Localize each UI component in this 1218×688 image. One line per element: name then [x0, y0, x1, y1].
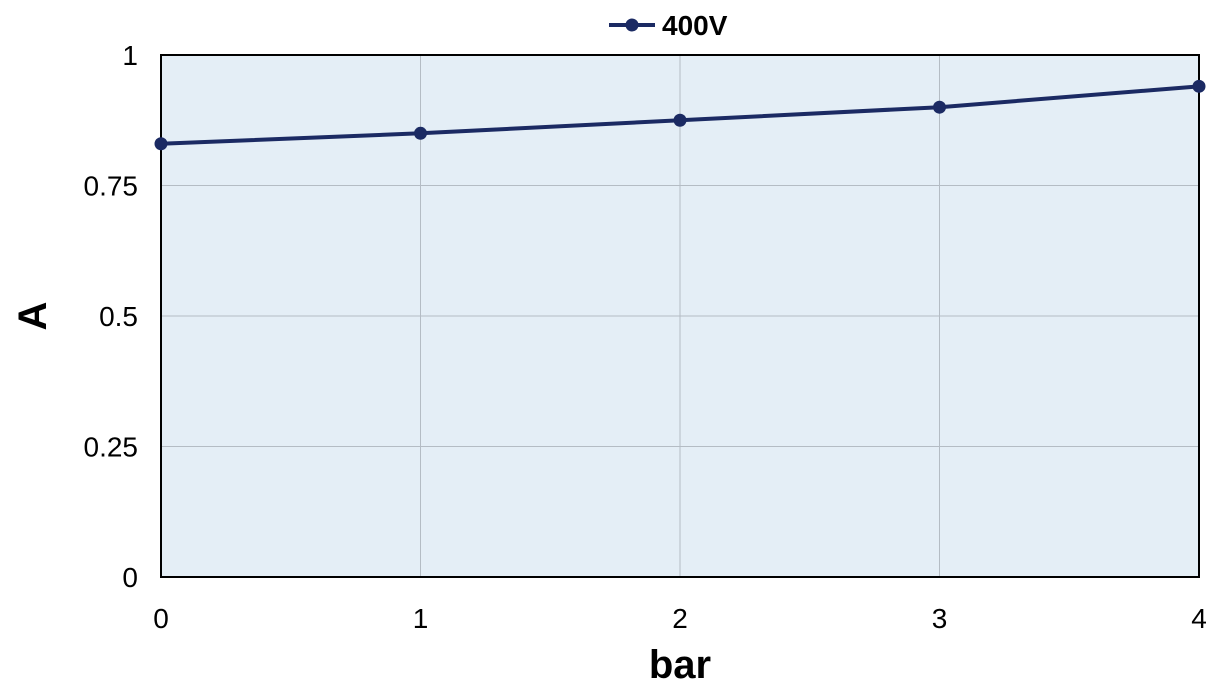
legend-label: 400V [662, 10, 728, 41]
x-tick-label: 2 [672, 603, 688, 634]
y-axis-title: A [11, 302, 55, 331]
series-layer [154, 79, 1206, 151]
y-tick-label: 0 [122, 562, 138, 593]
data-point [1192, 79, 1206, 93]
legend: 400V [609, 10, 728, 41]
data-point [154, 137, 168, 151]
y-tick-label: 0.75 [84, 171, 139, 202]
x-tick-label: 1 [413, 603, 429, 634]
x-tick-labels: 0 1 2 3 4 [153, 603, 1207, 634]
x-tick-label: 4 [1191, 603, 1207, 634]
y-tick-label: 0.5 [99, 301, 138, 332]
x-axis-title: bar [649, 643, 711, 687]
data-point [673, 113, 687, 127]
y-tick-label: 0.25 [84, 432, 139, 463]
data-point [933, 100, 946, 114]
y-tick-label: 1 [122, 40, 138, 71]
y-tick-labels: 0 0.25 0.5 0.75 1 [84, 40, 139, 593]
grid [161, 55, 1199, 577]
plot-frame [160, 54, 1200, 578]
data-point [414, 126, 427, 140]
x-tick-label: 0 [153, 603, 169, 634]
x-tick-label: 3 [932, 603, 948, 634]
legend-marker-icon [625, 18, 639, 32]
